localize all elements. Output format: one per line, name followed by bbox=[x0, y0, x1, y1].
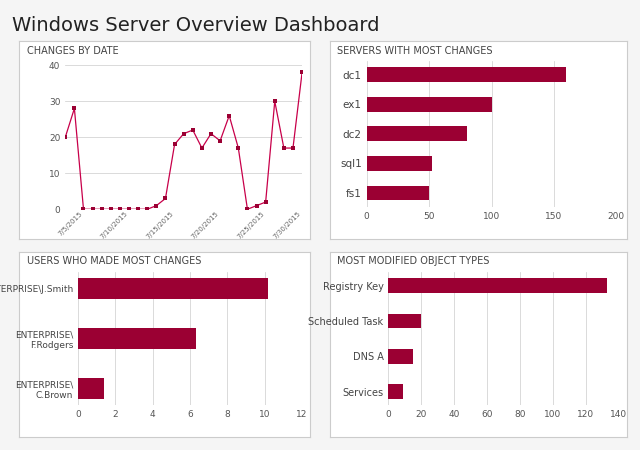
Text: SERVERS WITH MOST CHANGES: SERVERS WITH MOST CHANGES bbox=[337, 46, 493, 56]
Text: USERS WHO MADE MOST CHANGES: USERS WHO MADE MOST CHANGES bbox=[27, 256, 201, 266]
Bar bbox=[367, 156, 431, 171]
Bar bbox=[78, 378, 104, 399]
Bar bbox=[367, 68, 566, 82]
Bar bbox=[367, 97, 492, 112]
Text: MOST MODIFIED OBJECT TYPES: MOST MODIFIED OBJECT TYPES bbox=[337, 256, 490, 266]
Bar bbox=[78, 278, 269, 299]
Text: CHANGES BY DATE: CHANGES BY DATE bbox=[27, 46, 118, 56]
Bar bbox=[388, 278, 607, 293]
Bar bbox=[388, 349, 413, 364]
Bar bbox=[367, 126, 467, 141]
Text: Windows Server Overview Dashboard: Windows Server Overview Dashboard bbox=[12, 16, 379, 35]
Bar bbox=[388, 314, 421, 328]
Bar bbox=[78, 328, 196, 349]
Bar bbox=[388, 384, 403, 399]
Bar bbox=[367, 185, 429, 200]
